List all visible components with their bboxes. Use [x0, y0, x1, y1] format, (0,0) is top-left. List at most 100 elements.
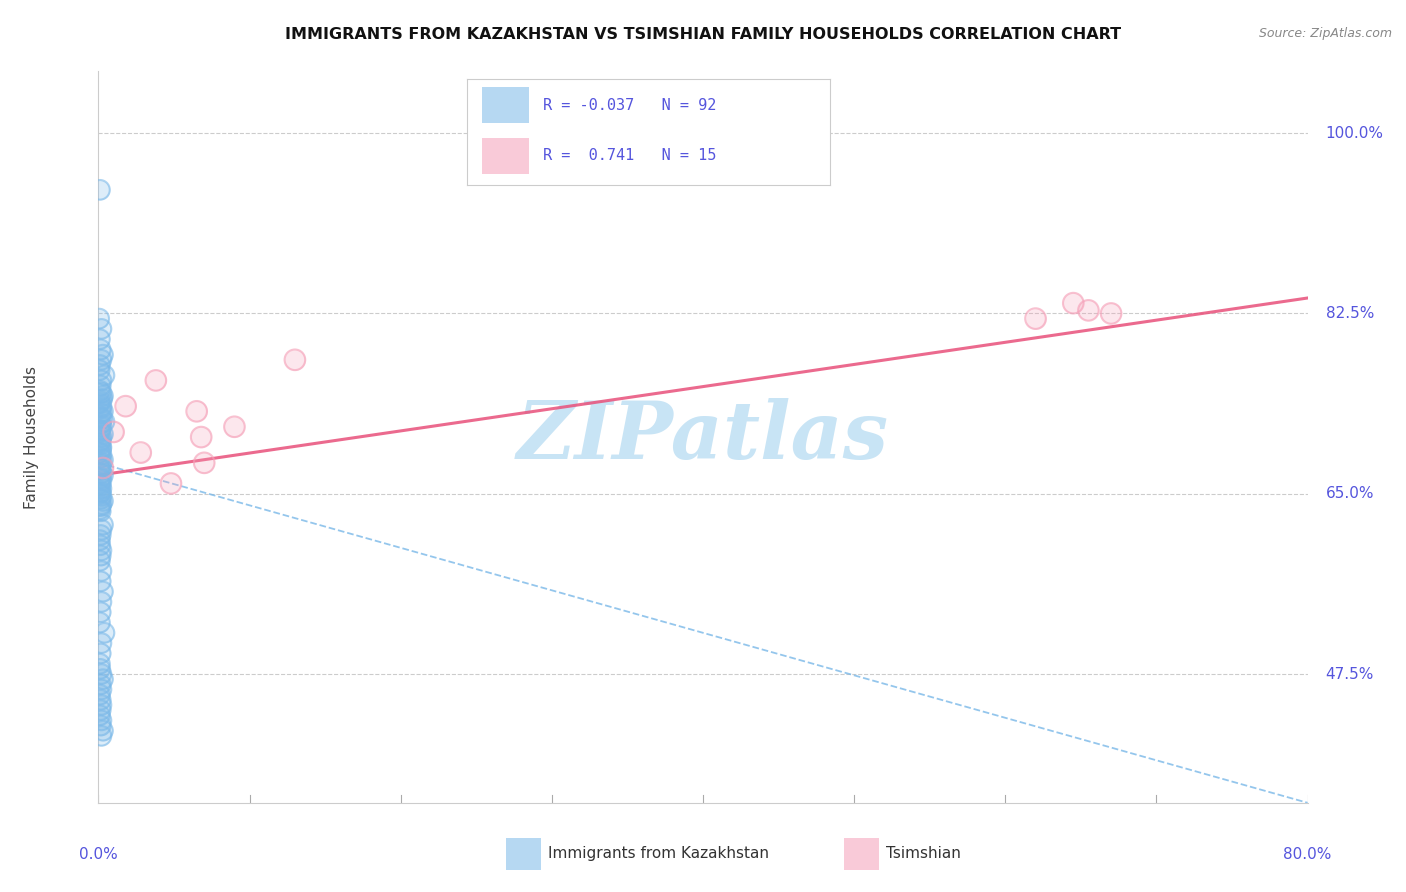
Point	[284, 352, 307, 367]
Point	[93, 415, 115, 429]
Point	[90, 667, 112, 681]
Point	[91, 468, 114, 483]
Point	[1077, 303, 1099, 318]
Point	[90, 474, 112, 488]
Point	[90, 442, 112, 457]
Point	[89, 657, 111, 671]
Point	[90, 523, 112, 537]
Point	[90, 667, 112, 681]
Point	[91, 411, 114, 425]
Point	[1024, 311, 1046, 326]
Point	[145, 373, 167, 387]
Text: IMMIGRANTS FROM KAZAKHSTAN VS TSIMSHIAN FAMILY HOUSEHOLDS CORRELATION CHART: IMMIGRANTS FROM KAZAKHSTAN VS TSIMSHIAN …	[285, 27, 1121, 42]
Point	[89, 358, 111, 372]
Point	[90, 378, 112, 392]
Text: Immigrants from Kazakhstan: Immigrants from Kazakhstan	[548, 847, 769, 861]
Point	[91, 404, 114, 418]
Point	[89, 708, 111, 723]
Point	[90, 478, 112, 492]
Point	[89, 662, 111, 676]
Point	[89, 476, 111, 491]
Point	[90, 419, 112, 434]
Point	[90, 322, 112, 336]
Point	[89, 332, 111, 346]
Point	[89, 409, 111, 424]
Point	[89, 332, 111, 346]
Point	[90, 433, 112, 447]
Point	[89, 554, 111, 568]
Point	[89, 533, 111, 547]
Point	[1099, 306, 1122, 320]
Point	[90, 482, 112, 496]
Point	[284, 352, 307, 367]
Point	[91, 389, 114, 403]
Point	[90, 352, 112, 367]
Point	[90, 463, 112, 477]
Point	[190, 430, 212, 444]
Point	[90, 595, 112, 609]
Point	[90, 543, 112, 558]
Point	[91, 461, 114, 475]
Point	[91, 404, 114, 418]
Point	[89, 435, 111, 450]
Point	[90, 437, 112, 451]
Point	[89, 688, 111, 702]
Point	[129, 445, 152, 459]
Text: Source: ZipAtlas.com: Source: ZipAtlas.com	[1258, 27, 1392, 40]
Point	[90, 489, 112, 503]
Point	[91, 584, 114, 599]
Point	[91, 468, 114, 483]
Point	[90, 437, 112, 451]
Point	[91, 427, 114, 442]
Point	[90, 549, 112, 563]
Point	[93, 415, 115, 429]
Point	[90, 647, 112, 661]
Point	[90, 399, 112, 413]
Point	[90, 458, 112, 472]
Point	[89, 183, 111, 197]
Point	[90, 343, 112, 357]
Point	[114, 399, 136, 413]
Point	[90, 401, 112, 416]
Point	[114, 399, 136, 413]
Point	[91, 672, 114, 686]
Point	[90, 352, 112, 367]
Point	[90, 448, 112, 462]
Point	[90, 605, 112, 619]
Point	[90, 543, 112, 558]
Point	[90, 385, 112, 400]
Point	[90, 441, 112, 455]
Point	[90, 385, 112, 400]
Point	[89, 487, 111, 501]
Point	[90, 373, 112, 387]
Point	[89, 425, 111, 439]
Point	[90, 698, 112, 712]
Point	[90, 456, 112, 470]
Point	[90, 442, 112, 457]
Point	[160, 476, 183, 491]
Point	[93, 368, 115, 383]
Point	[103, 425, 125, 439]
Point	[90, 499, 112, 513]
Point	[90, 401, 112, 416]
Point	[90, 504, 112, 518]
Point	[91, 389, 114, 403]
Point	[89, 425, 111, 439]
Point	[91, 411, 114, 425]
Point	[90, 677, 112, 691]
Point	[89, 708, 111, 723]
Point	[89, 396, 111, 410]
Point	[91, 392, 114, 406]
Point	[90, 703, 112, 717]
Point	[1099, 306, 1122, 320]
Point	[90, 595, 112, 609]
Point	[1077, 303, 1099, 318]
Point	[90, 714, 112, 728]
Point	[90, 450, 112, 465]
Text: Tsimshian: Tsimshian	[886, 847, 960, 861]
Point	[90, 484, 112, 499]
Point	[224, 419, 246, 434]
Point	[90, 528, 112, 542]
Point	[89, 183, 111, 197]
Point	[1062, 296, 1084, 310]
